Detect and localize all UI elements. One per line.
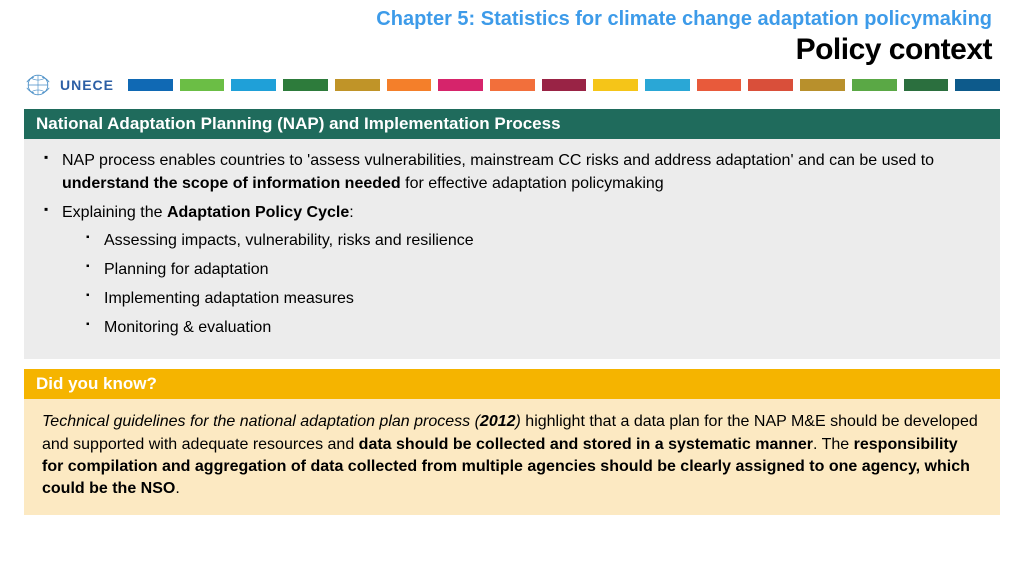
text: : [349,204,353,221]
nap-sub-4: Monitoring & evaluation [86,316,980,339]
text: . [175,480,179,497]
color-block [800,79,845,91]
text: NAP process enables countries to 'assess… [62,152,934,169]
logo-row: UNECE [24,71,1000,99]
page-title: Policy context [24,33,992,67]
text: for effective adaptation policymaking [401,175,664,192]
nap-sub-1: Assessing impacts, vulnerability, risks … [86,229,980,252]
color-block [231,79,276,91]
color-strip [128,79,1000,91]
slide: Chapter 5: Statistics for climate change… [0,0,1024,515]
text-bold: data should be collected and stored in a… [359,436,813,453]
color-block [904,79,949,91]
color-block [490,79,535,91]
nap-sub-3: Implementing adaptation measures [86,287,980,310]
text-italic-bold: 2012 [480,413,516,430]
color-block [542,79,587,91]
chapter-line: Chapter 5: Statistics for climate change… [24,8,992,31]
unece-emblem-icon [24,71,52,99]
nap-section-body: NAP process enables countries to 'assess… [24,139,1000,359]
color-block [387,79,432,91]
color-block [697,79,742,91]
unece-logo-text: UNECE [60,77,114,93]
color-block [955,79,1000,91]
text-bold: understand the scope of information need… [62,175,401,192]
text: . The [813,436,854,453]
nap-bullet-2: Explaining the Adaptation Policy Cycle: … [44,201,980,339]
color-block [593,79,638,91]
color-block [852,79,897,91]
nap-section-header: National Adaptation Planning (NAP) and I… [24,109,1000,139]
color-block [335,79,380,91]
dyk-section-body: Technical guidelines for the national ad… [24,399,1000,515]
color-block [645,79,690,91]
color-block [180,79,225,91]
nap-bullet-1: NAP process enables countries to 'assess… [44,149,980,195]
color-block [128,79,173,91]
text: Explaining the [62,204,167,221]
nap-sub-2: Planning for adaptation [86,258,980,281]
color-block [283,79,328,91]
text-italic: Technical guidelines for the national ad… [42,413,480,430]
color-block [748,79,793,91]
text-bold: Adaptation Policy Cycle [167,204,349,221]
color-block [438,79,483,91]
dyk-section-header: Did you know? [24,369,1000,399]
